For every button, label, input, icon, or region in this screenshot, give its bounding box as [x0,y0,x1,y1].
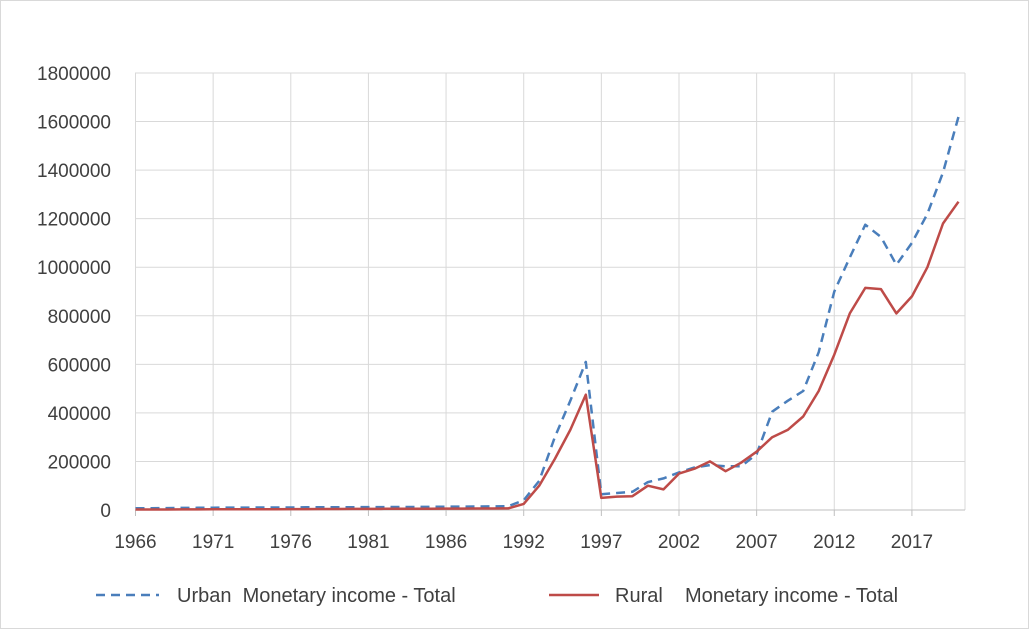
x-tick-label: 1976 [270,532,312,553]
y-tick-label: 1800000 [37,64,111,85]
series-line-rural [135,200,960,511]
axes: 0 200000 400000 600000 800000 1000000 1200000 1… [37,64,965,553]
x-tick-label: 1997 [580,532,622,553]
series-lines [135,116,960,511]
gridlines [135,72,966,510]
legend-label-rural: Rural Monetary income - Total [615,585,898,607]
y-tick-label: 600000 [48,355,111,376]
x-tick-label: 1966 [114,532,156,553]
legend: Urban Monetary income - Total Rural Monet… [96,585,898,607]
x-tick-label: 2017 [891,532,933,553]
y-tick-label: 400000 [48,404,111,425]
x-tick-label: 1981 [347,532,389,553]
x-tick-label: 2007 [735,532,777,553]
y-tick-label: 1600000 [37,113,111,134]
y-tick-label: 0 [100,501,111,522]
legend-label-urban: Urban Monetary income - Total [177,585,456,607]
x-tick-label: 2012 [813,532,855,553]
y-tick-label: 1200000 [37,210,111,231]
x-tick-label: 1992 [503,532,545,553]
x-tick-label: 2002 [658,532,700,553]
series-line-urban [135,116,960,510]
x-tick-label: 1986 [425,532,467,553]
y-tick-label: 1000000 [37,258,111,279]
y-tick-label: 1400000 [37,161,111,182]
y-tick-label: 200000 [48,452,111,473]
y-tick-label: 800000 [48,307,111,328]
x-tick-label: 1971 [192,532,234,553]
